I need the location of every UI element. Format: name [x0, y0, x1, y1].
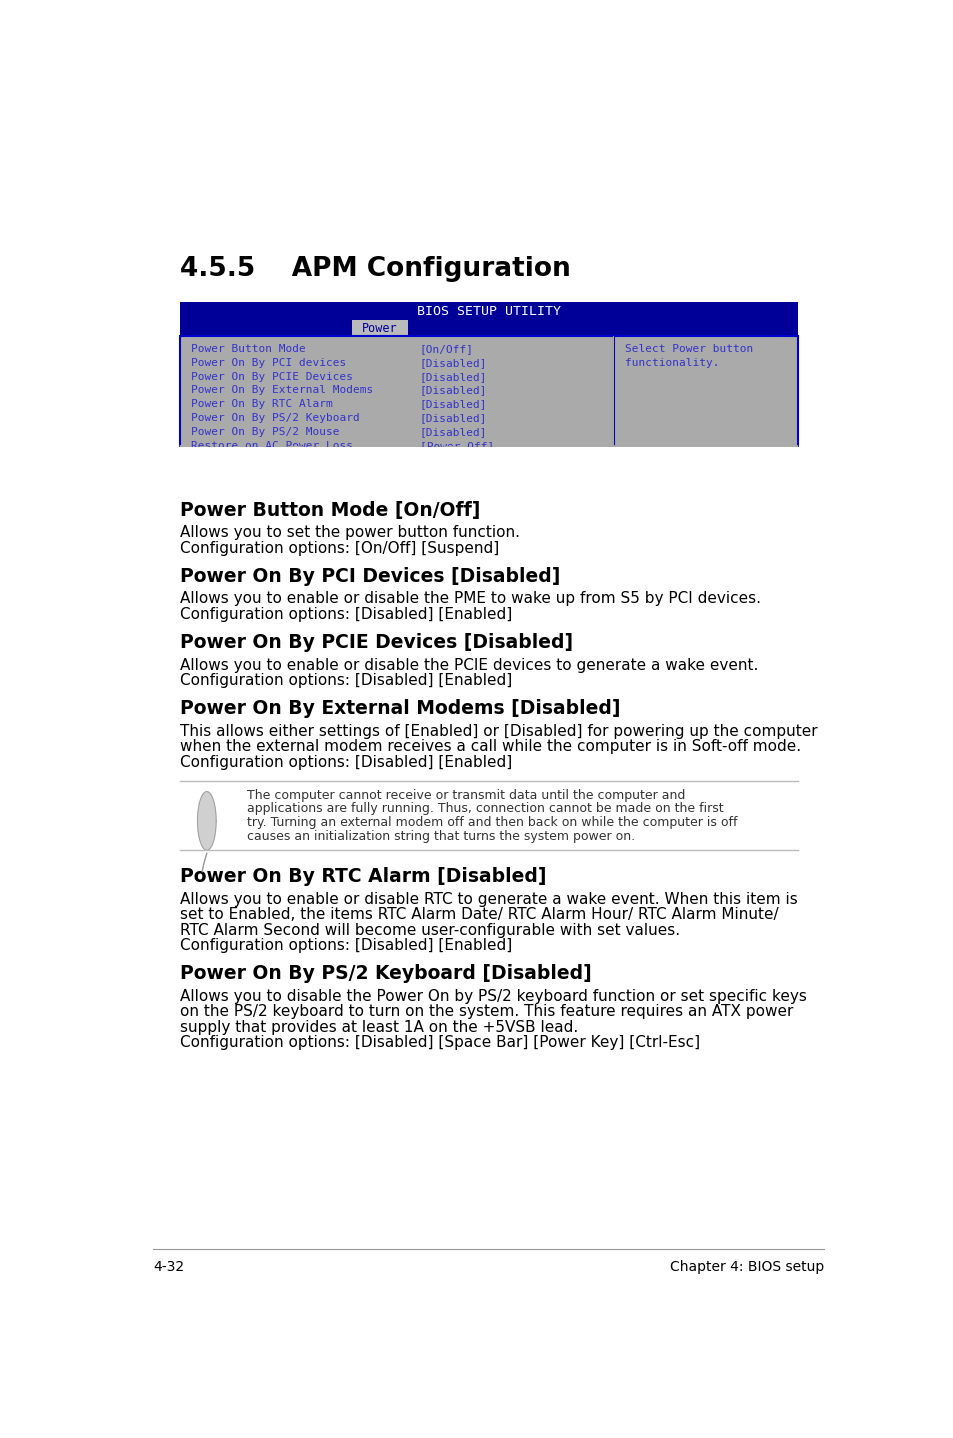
Text: 4-32: 4-32	[153, 1260, 184, 1274]
Text: on the PS/2 keyboard to turn on the system. This feature requires an ATX power: on the PS/2 keyboard to turn on the syst…	[179, 1004, 792, 1020]
Text: The computer cannot receive or transmit data until the computer and: The computer cannot receive or transmit …	[247, 788, 685, 801]
Bar	[179, 302, 798, 321]
Text: Power On By RTC Alarm: Power On By RTC Alarm	[191, 400, 332, 410]
Text: Configuration options: [Disabled] [Enabled]: Configuration options: [Disabled] [Enabl…	[179, 607, 512, 621]
Text: Configuration options: [On/Off] [Suspend]: Configuration options: [On/Off] [Suspend…	[179, 541, 498, 555]
Text: Select Power button: Select Power button	[624, 344, 752, 354]
Text: Configuration options: [Disabled] [Space Bar] [Power Key] [Ctrl-Esc]: Configuration options: [Disabled] [Space…	[179, 1035, 700, 1050]
Text: [Power Off]: [Power Off]	[419, 441, 494, 452]
Text: supply that provides at least 1A on the +5VSB lead.: supply that provides at least 1A on the …	[179, 1020, 578, 1034]
Bar	[179, 321, 798, 336]
Text: [Disabled]: [Disabled]	[419, 427, 487, 437]
Text: 4.5.5    APM Configuration: 4.5.5 APM Configuration	[179, 256, 570, 282]
Bar	[179, 336, 798, 459]
Text: Allows you to enable or disable RTC to generate a wake event. When this item is: Allows you to enable or disable RTC to g…	[179, 892, 797, 907]
Text: Configuration options: [Disabled] [Enabled]: Configuration options: [Disabled] [Enabl…	[179, 938, 512, 953]
Text: try. Turning an external modem off and then back on while the computer is off: try. Turning an external modem off and t…	[247, 817, 737, 830]
Bar	[178, 447, 799, 479]
Text: [On/Off]: [On/Off]	[419, 344, 474, 354]
Text: Configuration options: [Disabled] [Enabled]: Configuration options: [Disabled] [Enabl…	[179, 673, 512, 687]
Text: Allows you to disable the Power On by PS/2 keyboard function or set specific key: Allows you to disable the Power On by PS…	[179, 989, 805, 1004]
Text: Power On By PS/2 Keyboard [Disabled]: Power On By PS/2 Keyboard [Disabled]	[179, 963, 591, 984]
Text: Power On By RTC Alarm [Disabled]: Power On By RTC Alarm [Disabled]	[179, 867, 546, 886]
Text: [Disabled]: [Disabled]	[419, 385, 487, 395]
Text: [Disabled]: [Disabled]	[419, 413, 487, 423]
Text: functionality.: functionality.	[624, 358, 719, 368]
Text: This allows either settings of [Enabled] or [Disabled] for powering up the compu: This allows either settings of [Enabled]…	[179, 723, 817, 739]
Text: Allows you to enable or disable the PME to wake up from S5 by PCI devices.: Allows you to enable or disable the PME …	[179, 591, 760, 607]
Text: BIOS SETUP UTILITY: BIOS SETUP UTILITY	[416, 305, 560, 318]
Text: Configuration options: [Disabled] [Enabled]: Configuration options: [Disabled] [Enabl…	[179, 755, 512, 769]
Bar	[179, 336, 798, 459]
Text: Power On By External Modems: Power On By External Modems	[191, 385, 373, 395]
Polygon shape	[179, 446, 798, 472]
Text: [Disabled]: [Disabled]	[419, 358, 487, 368]
Text: Allows you to enable or disable the PCIE devices to generate a wake event.: Allows you to enable or disable the PCIE…	[179, 657, 758, 673]
Text: set to Enabled, the items RTC Alarm Date/ RTC Alarm Hour/ RTC Alarm Minute/: set to Enabled, the items RTC Alarm Date…	[179, 907, 778, 922]
Bar	[352, 321, 407, 336]
Bar	[612, 336, 614, 479]
Text: Restore on AC Power Loss: Restore on AC Power Loss	[191, 441, 353, 452]
Polygon shape	[197, 792, 216, 850]
Text: Chapter 4: BIOS setup: Chapter 4: BIOS setup	[670, 1260, 823, 1274]
Text: RTC Alarm Second will become user-configurable with set values.: RTC Alarm Second will become user-config…	[179, 923, 679, 938]
Text: Power: Power	[361, 322, 397, 335]
Text: Allows you to set the power button function.: Allows you to set the power button funct…	[179, 525, 519, 541]
Text: Power On By PS/2 Keyboard: Power On By PS/2 Keyboard	[191, 413, 359, 423]
Text: [Disabled]: [Disabled]	[419, 371, 487, 381]
Text: Power On By PCIE Devices [Disabled]: Power On By PCIE Devices [Disabled]	[179, 633, 572, 651]
Text: Power On By PCI devices: Power On By PCI devices	[191, 358, 345, 368]
Text: Power On By PCIE Devices: Power On By PCIE Devices	[191, 371, 353, 381]
Text: Power Button Mode [On/Off]: Power Button Mode [On/Off]	[179, 500, 479, 519]
Text: [Disabled]: [Disabled]	[419, 400, 487, 410]
Text: Power On By PS/2 Mouse: Power On By PS/2 Mouse	[191, 427, 338, 437]
Text: Power Button Mode: Power Button Mode	[191, 344, 305, 354]
Text: when the external modem receives a call while the computer is in Soft-off mode.: when the external modem receives a call …	[179, 739, 800, 755]
Text: applications are fully running. Thus, connection cannot be made on the first: applications are fully running. Thus, co…	[247, 802, 723, 815]
Text: Power On By PCI Devices [Disabled]: Power On By PCI Devices [Disabled]	[179, 567, 559, 585]
Text: causes an initialization string that turns the system power on.: causes an initialization string that tur…	[247, 830, 635, 843]
Text: Power On By External Modems [Disabled]: Power On By External Modems [Disabled]	[179, 699, 619, 718]
